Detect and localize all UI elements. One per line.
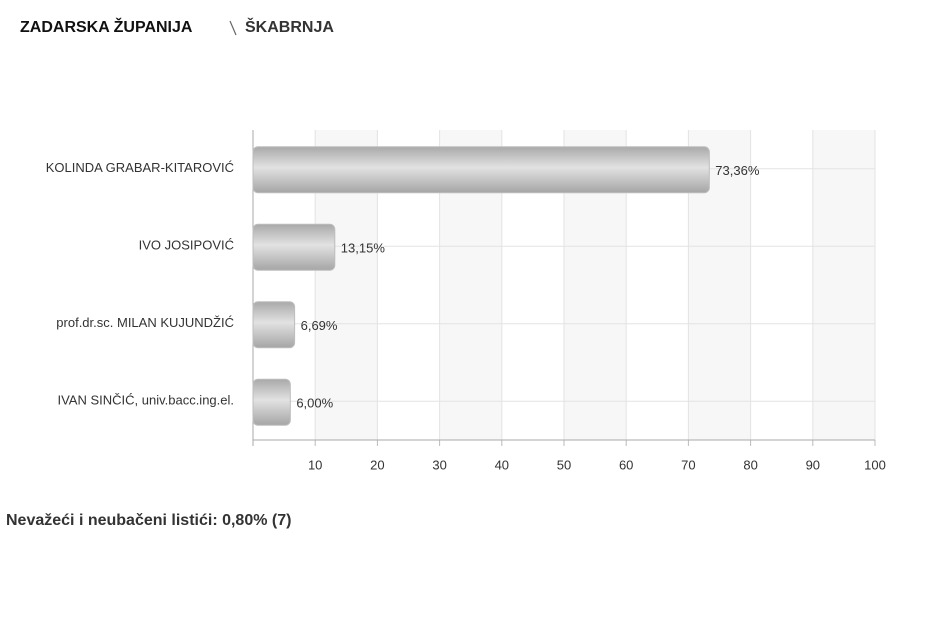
x-tick-label: 90 bbox=[806, 457, 820, 472]
bar bbox=[252, 223, 336, 271]
category-label: IVAN SINČIĆ, univ.bacc.ing.el. bbox=[57, 393, 234, 408]
value-label: 13,15% bbox=[341, 241, 386, 256]
x-tick-label: 30 bbox=[432, 457, 446, 472]
x-tick-label: 20 bbox=[370, 457, 384, 472]
breadcrumb-municipality[interactable]: ŠKABRNJA bbox=[245, 17, 334, 36]
x-tick-label: 40 bbox=[495, 457, 509, 472]
bar bbox=[252, 146, 710, 194]
bar bbox=[252, 378, 291, 426]
value-label: 6,69% bbox=[301, 318, 338, 333]
value-label: 6,00% bbox=[296, 396, 333, 411]
breadcrumb-separator bbox=[229, 20, 237, 36]
value-label: 73,36% bbox=[715, 163, 760, 178]
x-tick-label: 50 bbox=[557, 457, 571, 472]
category-label: prof.dr.sc. MILAN KUJUNDŽIĆ bbox=[56, 315, 234, 330]
invalid-ballots-note: Nevažeći i neubačeni listići: 0,80% (7) bbox=[6, 512, 291, 529]
x-tick-label: 10 bbox=[308, 457, 322, 472]
category-label: IVO JOSIPOVIĆ bbox=[139, 238, 234, 253]
stripe bbox=[812, 130, 875, 440]
category-label: KOLINDA GRABAR-KITAROVIĆ bbox=[46, 160, 234, 175]
breadcrumb-region[interactable]: ZADARSKA ŽUPANIJA bbox=[20, 17, 193, 36]
bar bbox=[252, 301, 296, 349]
x-tick-label: 80 bbox=[743, 457, 757, 472]
x-tick-label: 100 bbox=[864, 457, 886, 472]
x-tick-label: 70 bbox=[681, 457, 695, 472]
chart: 10 20 30 40 50 60 70 80 90 100 KOLINDA GRABAR-KITA… bbox=[46, 130, 886, 472]
x-tick-label: 60 bbox=[619, 457, 633, 472]
